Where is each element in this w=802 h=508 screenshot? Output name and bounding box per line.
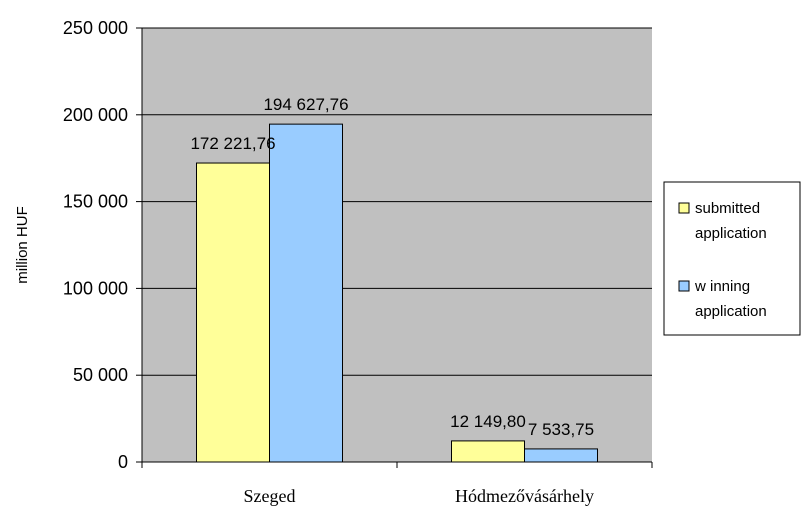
y-tick-label: 150 000	[63, 192, 128, 212]
legend-label-submitted-line1: submitted	[695, 200, 760, 217]
data-label: 194 627,76	[263, 95, 348, 114]
bar-winning-1	[524, 448, 598, 463]
data-label: 7 533,75	[528, 420, 594, 439]
y-tick-label: 50 000	[73, 365, 128, 385]
legend-swatch-winning	[678, 280, 690, 292]
legend-label-winning-line2: application	[695, 303, 767, 320]
y-tick-label: 250 000	[63, 18, 128, 38]
y-tick-label: 0	[118, 452, 128, 472]
x-category-label: Hódmezővásárhely	[455, 486, 594, 506]
bar-submitted-1	[451, 440, 525, 463]
x-category-label: Szeged	[244, 486, 296, 506]
legend-label-winning-line1: w inning	[694, 278, 750, 295]
y-axis-label: million HUF	[14, 206, 31, 284]
data-label: 172 221,76	[190, 134, 275, 153]
legend: submitted application w inning applicati…	[663, 181, 801, 336]
y-tick-label: 100 000	[63, 278, 128, 298]
legend-swatch-submitted	[678, 202, 690, 214]
legend-box	[663, 181, 801, 336]
y-tick-label: 200 000	[63, 105, 128, 125]
data-label: 12 149,80	[450, 412, 526, 431]
bar-submitted-0	[196, 162, 270, 463]
bar-winning-0	[269, 123, 343, 463]
legend-label-submitted-line2: application	[695, 225, 767, 242]
